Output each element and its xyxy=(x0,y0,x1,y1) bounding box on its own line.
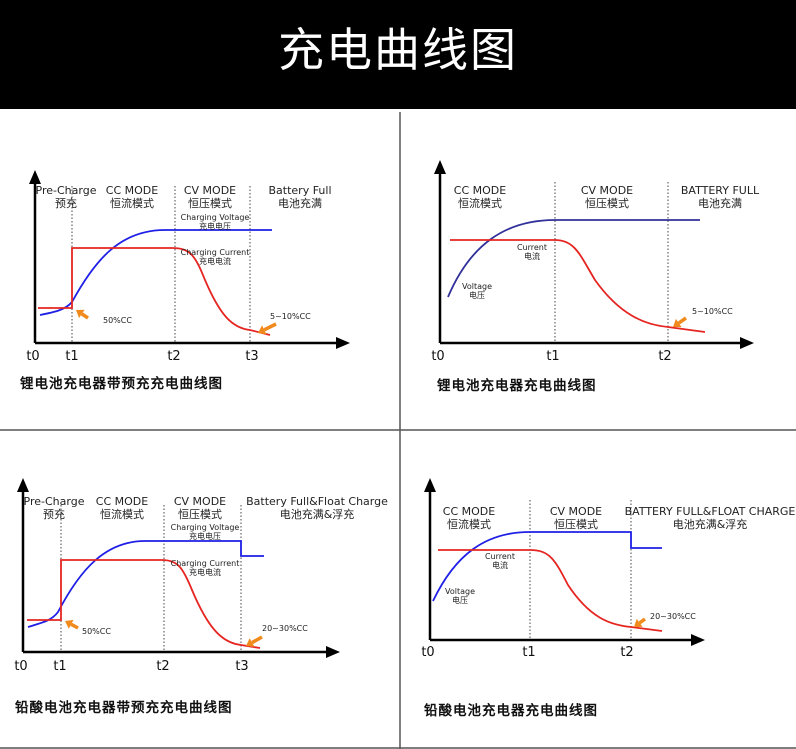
panel-title: 锂电池充电器充电曲线图 xyxy=(437,377,597,394)
mode-label-zh: 电池充满 xyxy=(278,196,322,210)
mode-label-en: Battery Full xyxy=(268,184,331,197)
current-label-en: Charging Current xyxy=(171,559,240,568)
mode-label-zh: 恒压模式 xyxy=(585,197,629,210)
annotation-arrow-shaft xyxy=(251,635,263,645)
percent-annotation: 5~10%CC xyxy=(692,307,733,316)
voltage-label-en: Charging Voltage xyxy=(181,213,250,222)
mode-label-en: Pre-Charge xyxy=(36,184,97,197)
time-tick-label: t3 xyxy=(245,349,258,364)
time-tick-label: t0 xyxy=(421,645,434,660)
header-bar: 充电曲线图 xyxy=(0,0,796,109)
voltage-curve xyxy=(39,229,272,316)
mode-label-en: CC MODE xyxy=(96,495,148,508)
panel-title: 铅酸电池充电器充电曲线图 xyxy=(424,702,598,719)
x-axis-arrow-icon xyxy=(740,337,754,349)
percent-annotation: 50%CC xyxy=(82,627,111,636)
current-label-en: Current xyxy=(485,552,515,561)
mode-label-zh: 恒流模式 xyxy=(100,507,144,521)
voltage-label-zh: 电压 xyxy=(469,290,485,300)
percent-annotation: 5~10%CC xyxy=(270,312,311,321)
mode-label-zh: 电池充满&浮充 xyxy=(673,517,748,531)
voltage-label-en: Voltage xyxy=(462,282,492,291)
time-tick-label: t2 xyxy=(620,645,633,660)
annotation-arrow-icon xyxy=(673,318,682,328)
time-tick-label: t0 xyxy=(14,659,27,674)
page-title: 充电曲线图 xyxy=(278,23,518,77)
voltage-curve xyxy=(432,531,662,602)
mode-label-zh: 恒流模式 xyxy=(458,196,502,210)
annotation-arrow-shaft xyxy=(80,312,89,320)
time-tick-label: t1 xyxy=(53,659,66,674)
mode-label-zh: 恒压模式 xyxy=(178,508,222,521)
voltage-label-zh: 充电电压 xyxy=(189,531,221,541)
y-axis-arrow-icon xyxy=(434,160,446,174)
current-curve xyxy=(438,549,663,632)
x-axis-arrow-icon xyxy=(326,646,340,658)
time-tick-label: t2 xyxy=(156,659,169,674)
panel-title: 铅酸电池充电器带预充充电曲线图 xyxy=(15,699,233,716)
x-axis-arrow-icon xyxy=(336,337,350,349)
mode-label-zh: 恒压模式 xyxy=(188,197,232,210)
voltage-label-zh: 电压 xyxy=(452,595,468,605)
current-curve xyxy=(450,239,706,333)
mode-label-en: CV MODE xyxy=(550,505,602,518)
panel-title: 锂电池充电器带预充充电曲线图 xyxy=(20,375,223,392)
time-tick-label: t0 xyxy=(26,349,39,364)
time-tick-label: t0 xyxy=(431,349,444,364)
current-label-en: Current xyxy=(517,243,547,252)
mode-label-en: Battery Full&Float Charge xyxy=(246,495,388,508)
mode-label-zh: 电池充满&浮充 xyxy=(280,507,355,521)
annotation-arrow-icon xyxy=(634,618,643,627)
mode-label-zh: 恒流模式 xyxy=(110,196,154,210)
mode-label-en: Pre-Charge xyxy=(24,495,85,508)
current-label-en: Charging Current xyxy=(181,248,250,257)
voltage-label-en: Charging Voltage xyxy=(171,523,240,532)
voltage-label-en: Voltage xyxy=(445,587,475,596)
voltage-curve xyxy=(27,540,264,628)
y-axis-arrow-icon xyxy=(17,478,29,492)
mode-label-zh: 恒流模式 xyxy=(447,517,491,531)
mode-label-zh: 预充 xyxy=(43,507,65,521)
annotation-arrow-icon xyxy=(246,638,255,647)
mode-label-en: BATTERY FULL&FLOAT CHARGE xyxy=(625,505,796,518)
annotation-arrow-icon xyxy=(65,619,74,629)
voltage-curve xyxy=(447,219,700,298)
annotation-arrow-icon xyxy=(76,309,85,319)
percent-annotation: 20~30%CC xyxy=(262,624,308,633)
mode-label-en: CC MODE xyxy=(454,184,506,197)
y-axis-arrow-icon xyxy=(424,478,436,492)
mode-label-zh: 恒压模式 xyxy=(554,518,598,531)
mode-label-en: CV MODE xyxy=(184,184,236,197)
current-curve xyxy=(38,247,271,336)
annotation-arrow-shaft xyxy=(638,617,647,625)
time-tick-label: t2 xyxy=(658,349,671,364)
mode-label-en: CV MODE xyxy=(174,495,226,508)
mode-label-en: CC MODE xyxy=(443,505,495,518)
voltage-label-zh: 充电电压 xyxy=(199,221,231,231)
time-tick-label: t2 xyxy=(167,349,180,364)
mode-label-en: CV MODE xyxy=(581,184,633,197)
mode-label-en: BATTERY FULL xyxy=(681,184,760,197)
current-label-zh: 充电电流 xyxy=(199,256,231,266)
mode-label-zh: 预充 xyxy=(55,196,77,210)
time-tick-label: t1 xyxy=(546,349,559,364)
current-label-zh: 电流 xyxy=(524,251,540,261)
current-label-zh: 充电电流 xyxy=(189,567,221,577)
mode-label-en: CC MODE xyxy=(106,184,158,197)
annotation-arrow-shaft xyxy=(677,316,687,325)
percent-annotation: 20~30%CC xyxy=(650,612,696,621)
time-tick-label: t1 xyxy=(65,349,78,364)
time-tick-label: t3 xyxy=(235,659,248,674)
current-curve xyxy=(27,559,261,649)
annotation-arrow-icon xyxy=(258,325,267,335)
mode-label-zh: 电池充满 xyxy=(698,196,742,210)
annotation-arrow-shaft xyxy=(70,622,79,630)
x-axis-arrow-icon xyxy=(691,634,705,646)
current-label-zh: 电流 xyxy=(492,560,508,570)
y-axis-arrow-icon xyxy=(29,170,41,184)
annotation-arrow-shaft xyxy=(263,322,277,332)
time-tick-label: t1 xyxy=(522,645,535,660)
percent-annotation: 50%CC xyxy=(103,316,132,325)
